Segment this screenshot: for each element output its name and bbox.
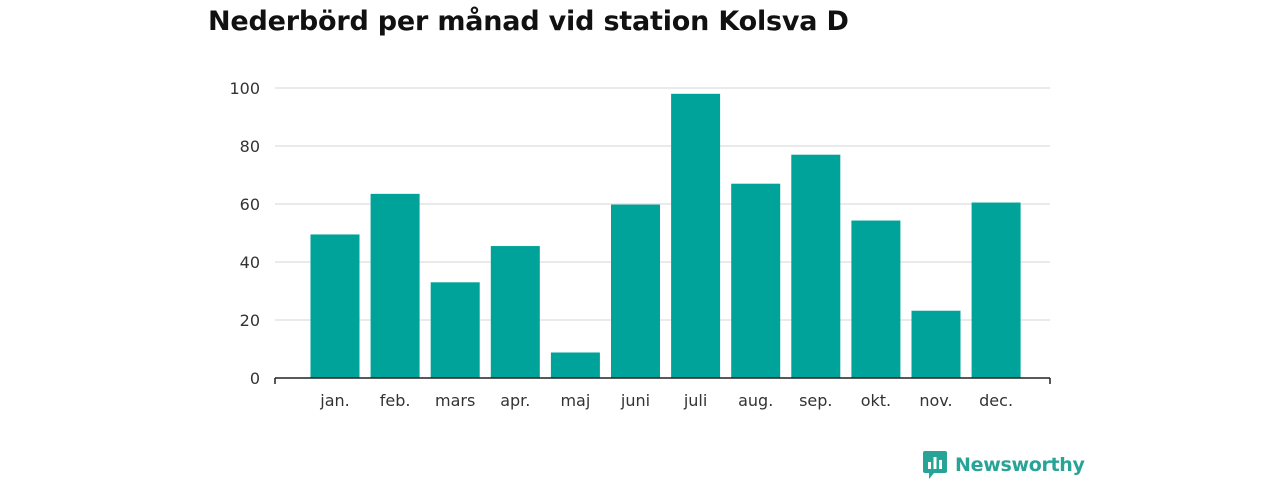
x-axis-labels: jan. feb. mars apr. maj juni juli aug. sep. okt. n… (319, 391, 1013, 410)
x-tick-label: nov. (919, 391, 952, 410)
bars (310, 93, 1021, 379)
y-tick-label: 20 (240, 311, 260, 330)
bar-jan (310, 234, 360, 378)
bar-aug (731, 183, 781, 378)
x-tick-label: maj (560, 391, 590, 410)
x-tick-label: mars (435, 391, 475, 410)
x-tick-label: dec. (979, 391, 1013, 410)
y-tick-label: 60 (240, 195, 260, 214)
x-tick-label: feb. (380, 391, 411, 410)
bar-feb (370, 193, 420, 378)
x-tick-label: sep. (799, 391, 832, 410)
y-tick-label: 0 (250, 369, 260, 388)
y-axis-ticks: 0 20 40 60 80 100 (229, 79, 260, 388)
x-tick-label: aug. (738, 391, 773, 410)
x-tick-label: juni (620, 391, 650, 410)
chart-title: Nederbörd per månad vid station Kolsva D (208, 6, 849, 37)
bar-chart: 0 20 40 60 80 100 jan. feb. mars apr. maj juni juli… (229, 79, 1051, 410)
bar-dec (971, 202, 1021, 378)
brand-name: Newsworthy (955, 454, 1085, 476)
newsworthy-logo-icon (923, 451, 947, 479)
x-axis (274, 377, 1051, 384)
x-tick-label: juli (683, 391, 707, 410)
bar-nov (911, 310, 961, 378)
x-tick-label: apr. (500, 391, 530, 410)
x-tick-label: okt. (861, 391, 891, 410)
brand-logo[interactable]: Newsworthy (922, 450, 1085, 480)
x-tick-label: jan. (319, 391, 349, 410)
bar-apr (490, 246, 540, 378)
y-tick-label: 40 (240, 253, 260, 272)
bar-mars (430, 282, 480, 378)
y-tick-label: 80 (240, 137, 260, 156)
bar-juni (611, 204, 660, 378)
bar-sep (791, 154, 841, 378)
bar-juli (671, 93, 721, 379)
bar-maj (550, 352, 600, 378)
y-tick-label: 100 (229, 79, 260, 98)
bar-okt (851, 220, 901, 378)
